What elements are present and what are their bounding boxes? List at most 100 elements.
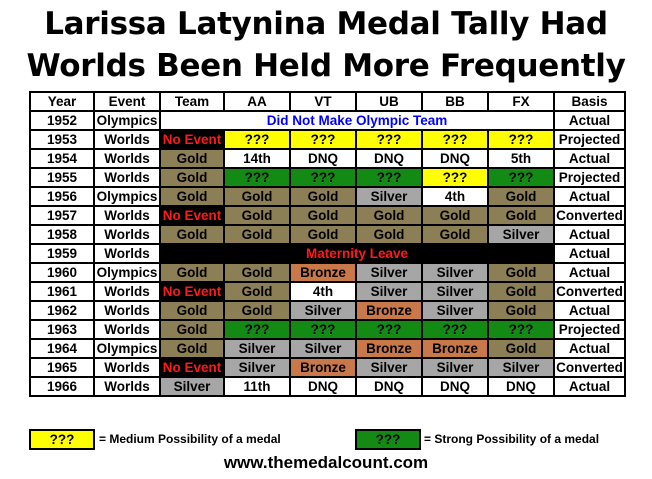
event-cell: Worlds xyxy=(93,224,161,245)
bb-cell: DNQ xyxy=(421,376,489,397)
year-cell: 1962 xyxy=(29,300,95,321)
table-row: 1959 Worlds Maternity Leave Actual xyxy=(29,243,626,264)
aa-cell: Silver xyxy=(223,338,291,359)
bb-cell: ??? xyxy=(421,129,489,150)
basis-cell: Actual xyxy=(553,110,626,131)
event-cell: Worlds xyxy=(93,243,161,264)
year-cell: 1954 xyxy=(29,148,95,169)
aa-cell: Silver xyxy=(223,357,291,378)
basis-cell: Actual xyxy=(553,224,626,245)
ub-cell: ??? xyxy=(355,129,423,150)
year-cell: 1955 xyxy=(29,167,95,188)
table-row: 1952 Olympics Did Not Make Olympic Team … xyxy=(29,110,626,131)
legend-strong-swatch: ??? xyxy=(355,429,421,450)
ub-cell: Bronze xyxy=(355,338,423,359)
table-row: 1966 Worlds Silver 11th DNQ DNQ DNQ DNQ … xyxy=(29,376,626,397)
fx-cell: Gold xyxy=(487,338,555,359)
year-cell: 1960 xyxy=(29,262,95,283)
team-cell: No Event xyxy=(159,129,225,150)
team-cell: Gold xyxy=(159,167,225,188)
fx-cell: ??? xyxy=(487,319,555,340)
table-row: 1958 Worlds Gold Gold Gold Gold Gold Sil… xyxy=(29,224,626,245)
bb-cell: Silver xyxy=(421,357,489,378)
bb-cell: DNQ xyxy=(421,148,489,169)
header-vt: VT xyxy=(289,91,357,112)
fx-cell: Gold xyxy=(487,262,555,283)
bb-cell: ??? xyxy=(421,319,489,340)
bb-cell: 4th xyxy=(421,186,489,207)
aa-cell: Gold xyxy=(223,205,291,226)
fx-cell: Gold xyxy=(487,281,555,302)
header-ub: UB xyxy=(355,91,423,112)
basis-cell: Actual xyxy=(553,262,626,283)
event-cell: Worlds xyxy=(93,281,161,302)
table-row: 1961 Worlds No Event Gold 4th Silver Sil… xyxy=(29,281,626,302)
team-cell: No Event xyxy=(159,205,225,226)
table-row: 1957 Worlds No Event Gold Gold Gold Gold… xyxy=(29,205,626,226)
bb-cell: Gold xyxy=(421,224,489,245)
event-cell: Worlds xyxy=(93,205,161,226)
header-bb: BB xyxy=(421,91,489,112)
team-cell: Gold xyxy=(159,262,225,283)
year-cell: 1958 xyxy=(29,224,95,245)
title-line-1: Larissa Latynina Medal Tally Had xyxy=(44,6,608,42)
basis-cell: Actual xyxy=(553,186,626,207)
event-cell: Worlds xyxy=(93,129,161,150)
year-cell: 1952 xyxy=(29,110,95,131)
title-line-2: Worlds Been Held More Frequently xyxy=(26,48,626,84)
table-row: 1956 Olympics Gold Gold Gold Silver 4th … xyxy=(29,186,626,207)
vt-cell: ??? xyxy=(289,319,357,340)
ub-cell: Silver xyxy=(355,262,423,283)
header-fx: FX xyxy=(487,91,555,112)
aa-cell: Gold xyxy=(223,281,291,302)
header-event: Event xyxy=(93,91,161,112)
fx-cell: ??? xyxy=(487,129,555,150)
fx-cell: Gold xyxy=(487,186,555,207)
ub-cell: ??? xyxy=(355,167,423,188)
aa-cell: 11th xyxy=(223,376,291,397)
fx-cell: Silver xyxy=(487,224,555,245)
event-cell: Worlds xyxy=(93,167,161,188)
event-cell: Olympics xyxy=(93,110,161,131)
aa-cell: ??? xyxy=(223,167,291,188)
bb-cell: ??? xyxy=(421,167,489,188)
table-row: 1963 Worlds Gold ??? ??? ??? ??? ??? Pro… xyxy=(29,319,626,340)
basis-cell: Actual xyxy=(553,376,626,397)
header-team: Team xyxy=(159,91,225,112)
event-cell: Worlds xyxy=(93,357,161,378)
vt-cell: DNQ xyxy=(289,376,357,397)
team-cell: Gold xyxy=(159,300,225,321)
fx-cell: DNQ xyxy=(487,376,555,397)
team-cell: Gold xyxy=(159,148,225,169)
legend-strong-text: = Strong Possibility of a medal xyxy=(424,432,600,446)
team-cell: Gold xyxy=(159,338,225,359)
event-cell: Worlds xyxy=(93,148,161,169)
event-cell: Olympics xyxy=(93,338,161,359)
footer-website: www.themedalcount.com xyxy=(223,453,429,472)
year-cell: 1961 xyxy=(29,281,95,302)
basis-cell: Actual xyxy=(553,300,626,321)
bb-cell: Silver xyxy=(421,262,489,283)
fx-cell: Gold xyxy=(487,300,555,321)
ub-cell: ??? xyxy=(355,319,423,340)
event-cell: Worlds xyxy=(93,376,161,397)
ub-cell: Silver xyxy=(355,281,423,302)
fx-cell: Gold xyxy=(487,205,555,226)
table-row: 1960 Olympics Gold Gold Bronze Silver Si… xyxy=(29,262,626,283)
team-cell: Gold xyxy=(159,224,225,245)
aa-cell: Gold xyxy=(223,224,291,245)
ub-cell: Silver xyxy=(355,357,423,378)
year-cell: 1959 xyxy=(29,243,95,264)
vt-cell: Gold xyxy=(289,224,357,245)
vt-cell: DNQ xyxy=(289,148,357,169)
aa-cell: Gold xyxy=(223,262,291,283)
basis-cell: Converted xyxy=(553,357,626,378)
team-cell: Gold xyxy=(159,186,225,207)
ub-cell: DNQ xyxy=(355,148,423,169)
aa-cell: ??? xyxy=(223,129,291,150)
table-row: 1962 Worlds Gold Gold Silver Bronze Silv… xyxy=(29,300,626,321)
aa-cell: Gold xyxy=(223,300,291,321)
header-basis: Basis xyxy=(553,91,626,112)
vt-cell: ??? xyxy=(289,167,357,188)
team-cell: No Event xyxy=(159,281,225,302)
